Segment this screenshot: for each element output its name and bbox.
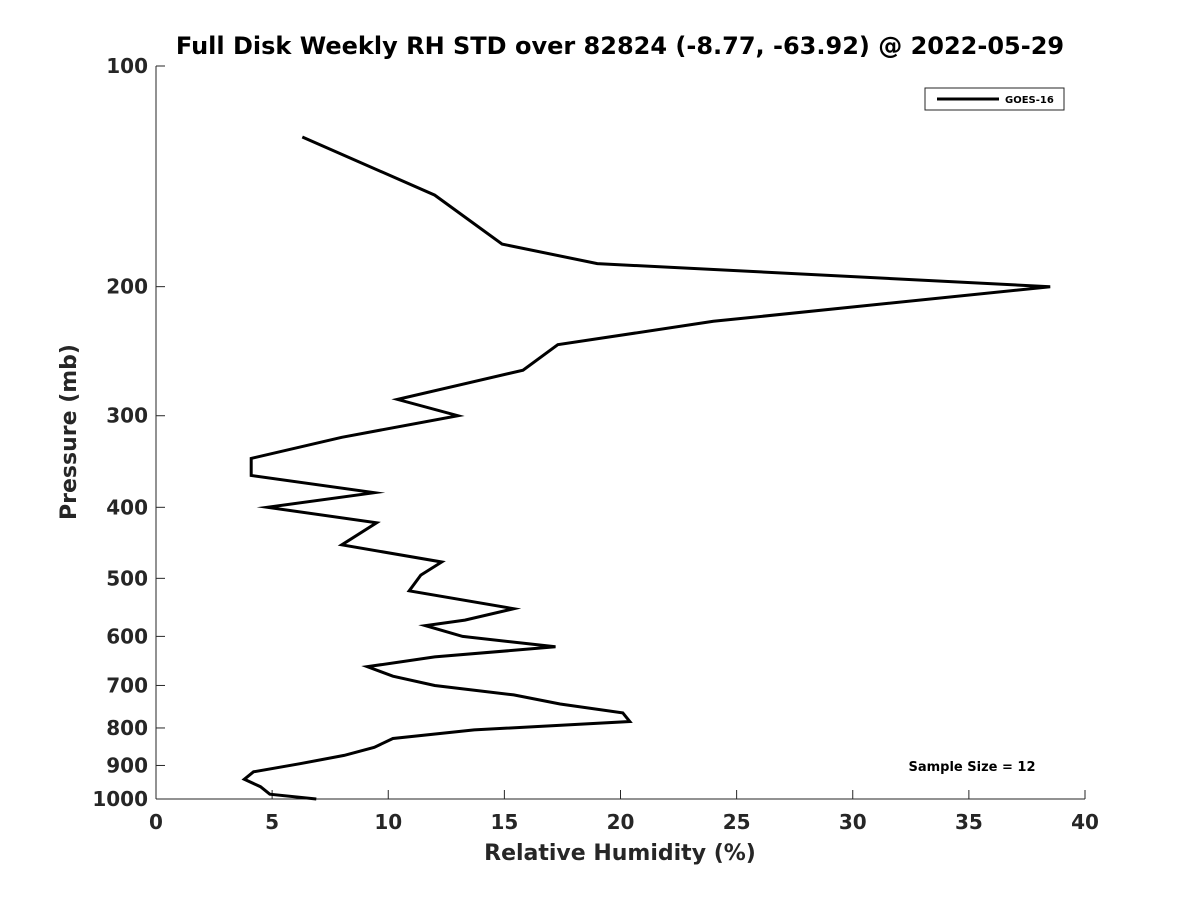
legend-label-goes-16: GOES-16 bbox=[1005, 95, 1054, 106]
y-tick-label: 1000 bbox=[92, 787, 148, 811]
y-tick-label: 900 bbox=[106, 753, 148, 777]
y-tick-label: 600 bbox=[106, 624, 148, 648]
x-tick-label: 10 bbox=[374, 810, 402, 834]
x-tick-label: 5 bbox=[265, 810, 279, 834]
x-axis-label: Relative Humidity (%) bbox=[484, 841, 756, 866]
y-tick-label: 100 bbox=[106, 54, 148, 78]
sample-size-annotation: Sample Size = 12 bbox=[908, 760, 1035, 775]
x-tick-label: 20 bbox=[607, 810, 635, 834]
x-axis-ticks: 0 5 10 15 20 25 30 35 40 bbox=[149, 790, 1099, 834]
legend: GOES-16 bbox=[924, 87, 1065, 111]
y-axis-ticks: 100 200 300 400 500 600 700 800 900 1000 bbox=[92, 54, 165, 811]
series-layer bbox=[241, 135, 1051, 801]
y-tick-label: 200 bbox=[106, 275, 148, 299]
series-line-goes-16 bbox=[241, 135, 1051, 801]
x-tick-label: 30 bbox=[839, 810, 867, 834]
x-tick-label: 25 bbox=[723, 810, 751, 834]
x-tick-label: 15 bbox=[490, 810, 518, 834]
y-tick-label: 300 bbox=[106, 404, 148, 428]
y-axis-label: Pressure (mb) bbox=[57, 344, 82, 520]
y-tick-label: 800 bbox=[106, 716, 148, 740]
y-tick-label: 400 bbox=[106, 495, 148, 519]
y-tick-label: 700 bbox=[106, 673, 148, 697]
x-tick-label: 40 bbox=[1071, 810, 1099, 834]
y-tick-label: 500 bbox=[106, 566, 148, 590]
x-tick-label: 0 bbox=[149, 810, 163, 834]
x-tick-label: 35 bbox=[955, 810, 983, 834]
chart-title: Full Disk Weekly RH STD over 82824 (-8.7… bbox=[176, 32, 1064, 60]
